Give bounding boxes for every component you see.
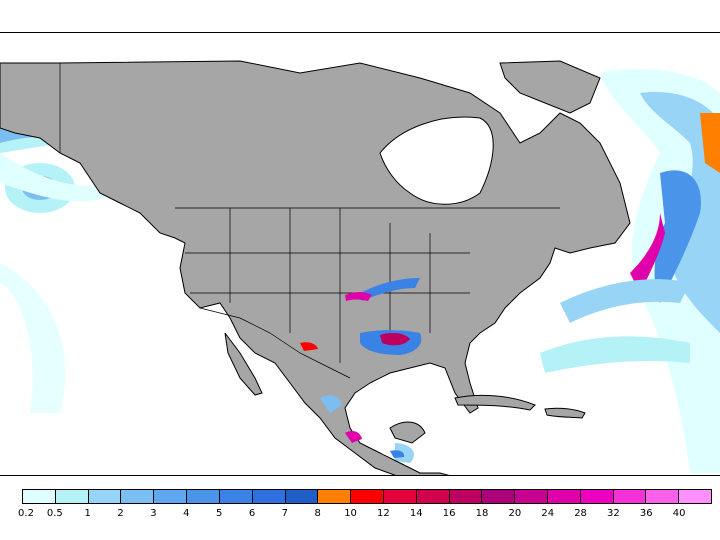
legend-swatch <box>318 490 352 503</box>
legend-tick-label: 4 <box>183 508 190 519</box>
legend-swatch <box>154 490 188 503</box>
legend-swatch <box>548 490 581 503</box>
legend-tick-label: 0.5 <box>46 508 63 519</box>
legend-swatch <box>88 490 122 503</box>
legend-swatch <box>219 490 253 503</box>
map-canvas <box>0 60 720 475</box>
legend-swatch <box>351 490 384 503</box>
legend-swatch <box>646 490 680 503</box>
legend-swatch <box>580 490 614 503</box>
legend-tick-label: 0.2 <box>18 508 34 519</box>
legend-tick-label: 3 <box>150 508 157 519</box>
legend-tick-label: 36 <box>639 508 653 519</box>
legend-swatch <box>679 490 712 503</box>
legend-tick-label: 24 <box>541 508 555 519</box>
legend-tick-label: 10 <box>344 508 357 519</box>
color-scale-labels: 0.2 0.5 1 2 3 4 5 6 7 8 10 12 14 16 18 20 24 28 32 36 40 <box>0 508 720 524</box>
legend-tick-label: 1 <box>84 508 91 519</box>
legend-swatch <box>285 490 319 503</box>
legend-tick-label: 2 <box>117 508 124 519</box>
legend-swatch <box>121 490 155 503</box>
legend-tick-label: 14 <box>409 508 423 519</box>
legend-swatch <box>252 490 286 503</box>
legend-tick-label: 8 <box>314 508 321 519</box>
legend-swatch <box>23 490 56 503</box>
precip-over-land <box>300 278 422 458</box>
legend-swatch <box>55 490 89 503</box>
political-borders <box>59 63 560 379</box>
legend-tick-label: 16 <box>442 508 456 519</box>
legend-swatch <box>416 490 450 503</box>
legend-tick-label: 40 <box>672 508 686 519</box>
legend-swatch <box>482 490 516 503</box>
color-scale-bar <box>22 489 712 504</box>
legend-tick-label: 32 <box>607 508 620 519</box>
legend-swatch <box>515 490 548 503</box>
legend-tick-label: 20 <box>508 508 522 519</box>
legend-tick-label: 5 <box>215 508 223 519</box>
legend-swatch <box>187 490 220 503</box>
legend-tick-label: 7 <box>281 508 289 519</box>
legend-tick-label: 12 <box>377 508 390 519</box>
legend-swatch <box>613 490 647 503</box>
legend-tick-label: 6 <box>248 508 256 519</box>
legend-swatch <box>449 490 483 503</box>
precipitation-map <box>0 32 720 476</box>
legend-tick-label: 18 <box>475 508 489 519</box>
legend-tick-label: 28 <box>574 508 587 519</box>
land-masses <box>0 60 631 475</box>
legend-swatch <box>383 490 417 503</box>
